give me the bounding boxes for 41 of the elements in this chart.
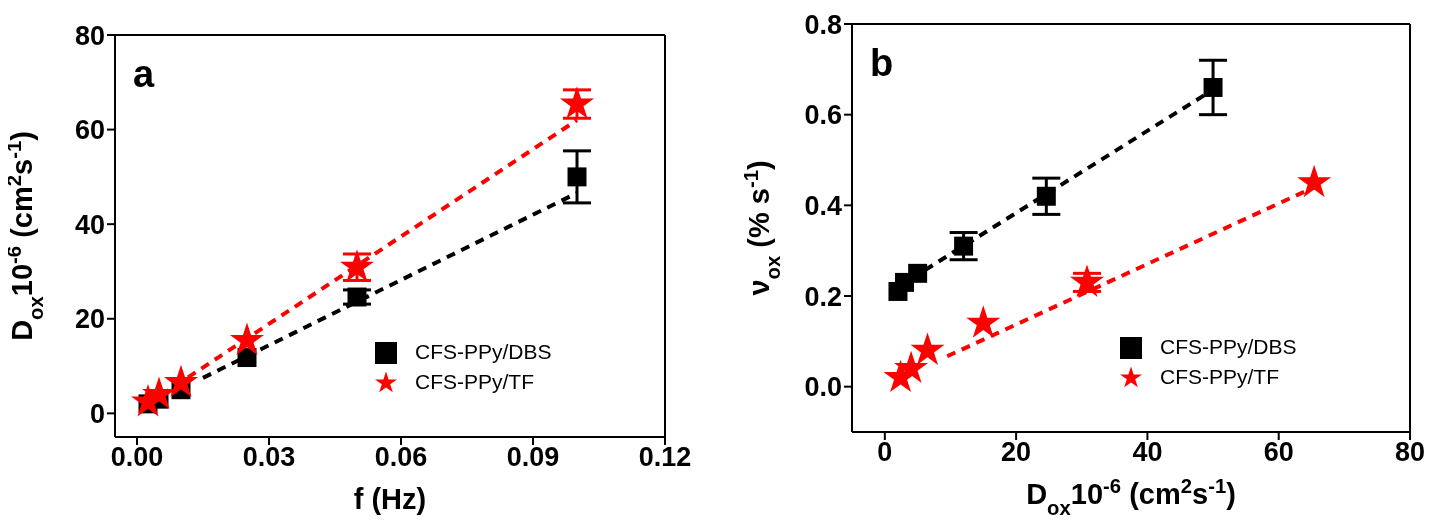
x-tick-label: 40 <box>1132 437 1163 468</box>
x-tick-label: 60 <box>1263 437 1294 468</box>
y-tick-label: 40 <box>74 209 105 240</box>
annotation: b <box>870 42 894 85</box>
legend-label: CFS-PPy/TF <box>415 370 534 393</box>
x-tick-label: 0.03 <box>242 442 296 473</box>
legend-label: CFS-PPy/DBS <box>415 340 552 363</box>
legend-label: CFS-PPy/TF <box>1160 365 1279 388</box>
point <box>347 287 367 307</box>
y-tick-label: 60 <box>74 115 105 146</box>
x-tick-label: 0 <box>877 437 893 468</box>
y-tick-label: 0.4 <box>804 190 842 221</box>
point <box>567 167 587 187</box>
text: D$_{ox}$10$^{-6}$ (cm$^{2}$s$^{-1}$) <box>1026 475 1236 519</box>
point <box>1069 264 1105 297</box>
point <box>229 322 265 356</box>
y-tick-label: 80 <box>74 20 105 51</box>
y-tick-label: 0.6 <box>804 100 842 131</box>
y-tick-label: 0.8 <box>804 9 842 40</box>
point <box>1203 77 1223 97</box>
point <box>910 332 945 365</box>
point <box>908 263 928 283</box>
point <box>966 305 1001 338</box>
y-tick-label: 0.0 <box>804 372 842 403</box>
x-axis-title: f (Hz) <box>353 483 427 515</box>
y-tick-label: 0 <box>89 398 105 429</box>
y-tick-label: 0.2 <box>804 281 842 312</box>
x-tick-label: 0.00 <box>110 442 164 473</box>
point <box>163 364 199 398</box>
point <box>1297 164 1332 198</box>
x-tick-label: 0.09 <box>506 442 560 473</box>
point <box>954 236 974 256</box>
y-tick-label: 20 <box>74 304 105 335</box>
point <box>894 350 929 384</box>
legend-label: CFS-PPy/DBS <box>1160 335 1297 358</box>
x-tick-label: 80 <box>1394 437 1426 468</box>
point <box>1036 186 1056 206</box>
x-tick-label: 0.06 <box>374 442 428 473</box>
annotation: a <box>133 53 155 96</box>
x-tick-label: 0.12 <box>638 442 692 473</box>
x-tick-label: 20 <box>1001 437 1032 468</box>
